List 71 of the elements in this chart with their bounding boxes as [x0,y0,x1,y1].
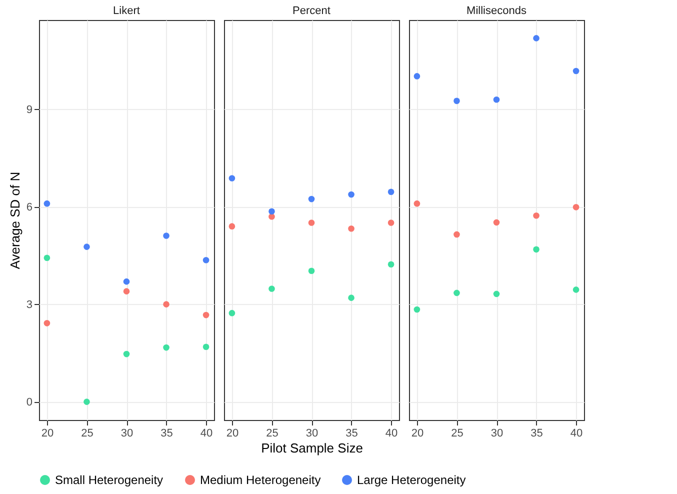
y-axis-title: Average SD of N [7,172,22,270]
x-tick-label: 20 [226,428,239,440]
legend-label: Medium Heterogeneity [200,473,321,487]
point [388,261,394,268]
chart-title: Likert [113,5,140,17]
chart-title: Milliseconds [466,5,527,17]
x-tick-label: 35 [160,428,173,440]
x-tick-label: 30 [490,428,504,440]
x-axis-title: Pilot Sample Size [261,440,363,456]
y-tick-label: 9 [26,104,32,116]
point [454,98,460,104]
x-tick-label: 35 [346,428,358,440]
y-tick-label: 6 [26,201,32,214]
point [202,344,210,350]
point [44,320,50,326]
point [84,244,90,250]
point [268,286,275,292]
point [163,301,170,308]
point [123,288,130,294]
x-tick-label: 30 [120,428,134,440]
point [493,290,500,298]
point [348,225,354,232]
point [414,200,420,207]
point [268,213,275,220]
point [533,35,540,42]
x-tick-label: 20 [411,428,424,440]
x-tick-label: 40 [570,428,583,440]
point [414,73,420,80]
point [493,219,500,226]
point [308,268,315,274]
point [414,306,420,313]
point [308,196,315,202]
x-tick-label: 25 [451,428,464,440]
point [308,220,315,226]
x-tick-label: 40 [200,428,213,440]
point [44,200,50,207]
y-tick-label: 3 [26,298,32,311]
point [228,310,236,316]
point [163,232,170,239]
point [202,312,210,318]
point [44,254,50,262]
point [228,175,236,182]
legend-label: Small Heterogeneity [55,473,164,487]
point [123,278,130,285]
point [388,220,394,226]
point [268,208,275,215]
point [533,246,540,253]
point [572,68,580,74]
point [388,188,394,196]
x-tick-label: 35 [530,428,543,440]
point [533,212,540,219]
point [228,223,236,230]
point [348,191,354,198]
point [123,350,130,358]
point [163,344,170,351]
point [202,256,210,264]
x-tick-label: 40 [385,428,398,440]
point [572,204,580,210]
point [493,96,500,103]
chart-title: Percent [292,5,330,17]
point [454,231,460,238]
x-tick-label: 25 [81,428,94,440]
x-tick-label: 20 [41,428,54,440]
x-tick-label: 30 [306,428,318,440]
x-tick-label: 25 [266,428,278,440]
legend-label: Large Heterogeneity [357,473,466,487]
point [84,398,90,405]
point [572,286,580,293]
y-tick-label: 0 [26,396,32,408]
point [454,290,460,296]
point [348,294,354,301]
